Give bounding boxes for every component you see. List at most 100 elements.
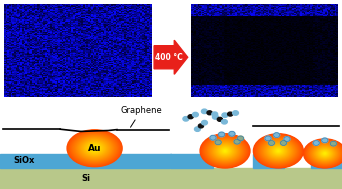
Ellipse shape bbox=[221, 148, 229, 153]
Ellipse shape bbox=[316, 147, 334, 160]
Ellipse shape bbox=[201, 134, 249, 167]
Ellipse shape bbox=[268, 144, 289, 158]
Ellipse shape bbox=[309, 143, 340, 164]
Ellipse shape bbox=[78, 137, 111, 159]
Ellipse shape bbox=[322, 152, 327, 155]
Ellipse shape bbox=[274, 148, 283, 154]
Circle shape bbox=[195, 127, 200, 131]
Ellipse shape bbox=[89, 145, 100, 152]
Ellipse shape bbox=[312, 145, 338, 162]
Ellipse shape bbox=[312, 144, 338, 163]
Ellipse shape bbox=[275, 148, 282, 153]
Circle shape bbox=[215, 140, 221, 145]
Ellipse shape bbox=[68, 130, 121, 166]
Ellipse shape bbox=[203, 136, 247, 166]
Ellipse shape bbox=[264, 141, 292, 160]
Circle shape bbox=[313, 141, 319, 145]
Circle shape bbox=[265, 136, 271, 141]
Ellipse shape bbox=[317, 148, 332, 159]
Ellipse shape bbox=[206, 138, 244, 164]
Ellipse shape bbox=[76, 136, 114, 161]
Bar bbox=[170, 168, 342, 189]
Ellipse shape bbox=[266, 143, 291, 159]
Circle shape bbox=[222, 113, 228, 117]
Bar bbox=[0, 153, 172, 168]
Ellipse shape bbox=[67, 130, 122, 167]
Circle shape bbox=[222, 119, 227, 124]
Ellipse shape bbox=[264, 141, 293, 161]
Circle shape bbox=[188, 115, 193, 119]
Ellipse shape bbox=[263, 140, 294, 162]
Ellipse shape bbox=[202, 135, 248, 167]
Ellipse shape bbox=[69, 131, 120, 166]
Circle shape bbox=[330, 141, 337, 146]
Ellipse shape bbox=[207, 138, 243, 163]
Ellipse shape bbox=[323, 152, 327, 155]
Ellipse shape bbox=[257, 136, 300, 166]
Ellipse shape bbox=[311, 144, 339, 163]
Text: Si: Si bbox=[81, 174, 91, 183]
Ellipse shape bbox=[88, 144, 102, 153]
Ellipse shape bbox=[222, 149, 228, 153]
Ellipse shape bbox=[211, 141, 239, 160]
Ellipse shape bbox=[319, 150, 330, 157]
Circle shape bbox=[322, 138, 328, 143]
Ellipse shape bbox=[208, 139, 242, 163]
Ellipse shape bbox=[73, 134, 117, 163]
Ellipse shape bbox=[93, 147, 96, 149]
Ellipse shape bbox=[77, 137, 112, 160]
Ellipse shape bbox=[277, 150, 280, 152]
Ellipse shape bbox=[214, 144, 236, 158]
Ellipse shape bbox=[259, 138, 298, 164]
Circle shape bbox=[207, 111, 212, 115]
Circle shape bbox=[212, 115, 218, 119]
Circle shape bbox=[212, 112, 218, 116]
Ellipse shape bbox=[318, 149, 332, 158]
Ellipse shape bbox=[83, 140, 106, 156]
Ellipse shape bbox=[314, 146, 336, 161]
Ellipse shape bbox=[321, 151, 328, 156]
Ellipse shape bbox=[86, 143, 103, 154]
Bar bbox=[252, 153, 284, 168]
Ellipse shape bbox=[215, 144, 235, 158]
Ellipse shape bbox=[209, 140, 241, 162]
Circle shape bbox=[217, 117, 222, 121]
Ellipse shape bbox=[304, 139, 342, 168]
Ellipse shape bbox=[220, 147, 231, 155]
Ellipse shape bbox=[77, 136, 113, 160]
Ellipse shape bbox=[316, 148, 333, 159]
Ellipse shape bbox=[307, 141, 342, 166]
Ellipse shape bbox=[82, 140, 107, 156]
Circle shape bbox=[201, 120, 207, 125]
Circle shape bbox=[284, 137, 290, 141]
FancyArrow shape bbox=[154, 40, 188, 74]
Text: Au: Au bbox=[88, 144, 101, 153]
Ellipse shape bbox=[84, 142, 105, 155]
Ellipse shape bbox=[72, 133, 117, 163]
Ellipse shape bbox=[305, 140, 342, 167]
Circle shape bbox=[228, 112, 233, 116]
Ellipse shape bbox=[202, 136, 248, 166]
Ellipse shape bbox=[204, 137, 246, 165]
Ellipse shape bbox=[70, 132, 119, 165]
Ellipse shape bbox=[272, 146, 285, 155]
Ellipse shape bbox=[210, 141, 240, 161]
Ellipse shape bbox=[92, 147, 97, 150]
Ellipse shape bbox=[69, 131, 120, 165]
Ellipse shape bbox=[265, 142, 291, 160]
Ellipse shape bbox=[313, 145, 337, 162]
Ellipse shape bbox=[324, 153, 326, 154]
Ellipse shape bbox=[308, 142, 342, 165]
Ellipse shape bbox=[255, 135, 302, 167]
Circle shape bbox=[229, 131, 235, 136]
Circle shape bbox=[198, 124, 203, 128]
Circle shape bbox=[234, 139, 240, 144]
Ellipse shape bbox=[218, 146, 232, 156]
Ellipse shape bbox=[74, 135, 115, 162]
Ellipse shape bbox=[306, 141, 342, 166]
Ellipse shape bbox=[306, 140, 342, 167]
Ellipse shape bbox=[84, 141, 105, 156]
Ellipse shape bbox=[214, 143, 237, 159]
Ellipse shape bbox=[314, 146, 335, 161]
Ellipse shape bbox=[200, 134, 250, 168]
